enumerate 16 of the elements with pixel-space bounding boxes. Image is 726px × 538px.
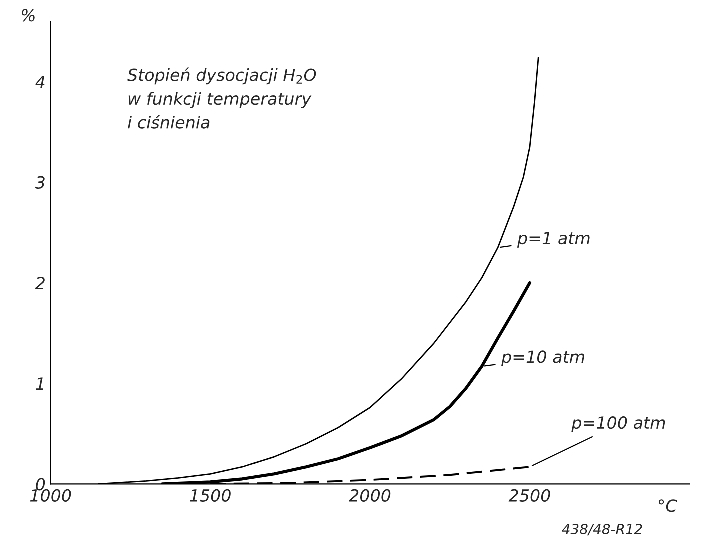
x-axis-title: °C (658, 500, 678, 512)
y-tick-label: 4 (36, 76, 45, 88)
text: 438/48-R12 (562, 524, 642, 536)
x-tick-label: 1000 (30, 489, 72, 502)
annotation: p=100 atm (572, 416, 666, 432)
y-tick-label: 0 (36, 478, 46, 491)
y-axis-title: % (22, 9, 35, 22)
x-tick-label: 2500 (508, 489, 550, 502)
x-tick-label: 1500 (190, 489, 231, 502)
annotation: p=1 atm (517, 232, 590, 248)
annotation: p=10 atm (501, 350, 584, 367)
x-tick-label: 2000 (349, 489, 391, 502)
y-tick-label: 3 (35, 176, 45, 190)
text: Stopień dysocjacji H$_{2}$O w funkcji temperatury i ciśnienia (128, 68, 316, 129)
y-tick-label: 1 (36, 378, 44, 390)
y-tick-label: 2 (35, 276, 45, 290)
